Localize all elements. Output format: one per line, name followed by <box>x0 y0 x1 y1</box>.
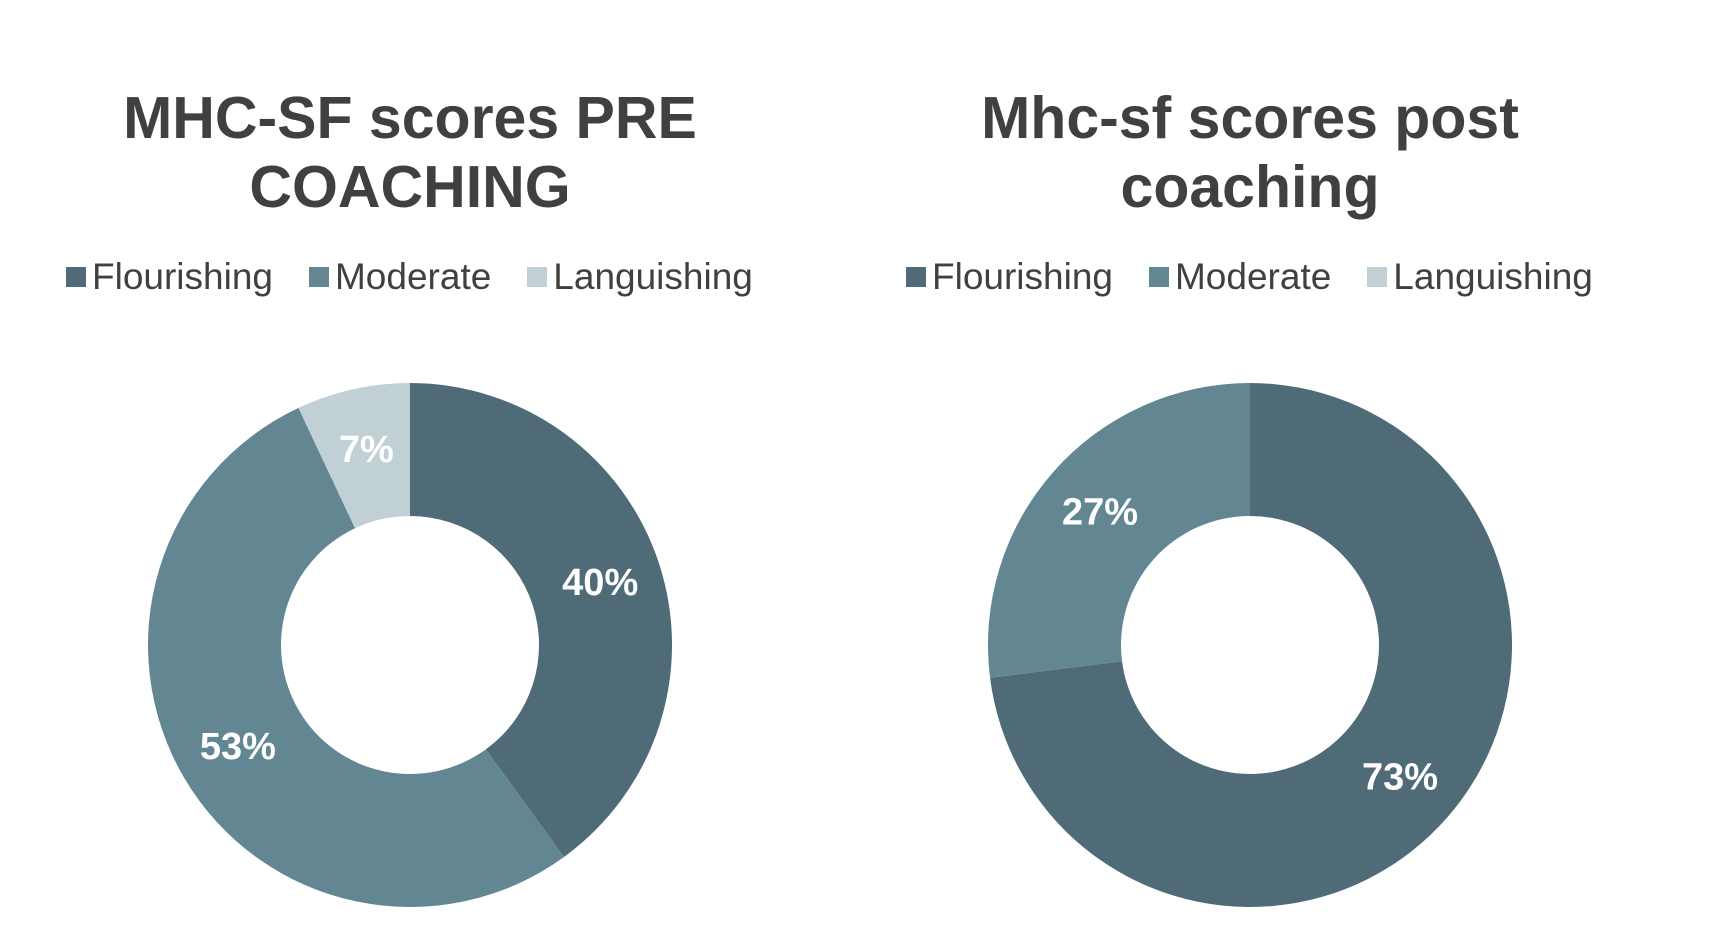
slice-languishing <box>298 383 410 529</box>
legend-item-moderate: Moderate <box>308 256 492 298</box>
legend-swatch-languishing <box>1367 267 1388 287</box>
legend-swatch-moderate <box>1148 267 1169 287</box>
slice-moderate <box>148 407 564 907</box>
chart-title-line: Mhc-sf scores post <box>981 85 1519 151</box>
legend-label: Moderate <box>1174 256 1332 297</box>
chart-panel-pre: MHC-SF scores PRE COACHING Flourishing M… <box>0 84 820 907</box>
chart-title: Mhc-sf scores post coaching <box>840 84 1660 222</box>
slice-label-flourishing: 40% <box>562 562 638 604</box>
chart-title-line: COACHING <box>249 154 571 220</box>
legend-swatch-flourishing <box>66 267 86 287</box>
legend: Flourishing Moderate Languishing <box>906 256 1629 298</box>
legend-label: Languishing <box>1393 256 1593 297</box>
slice-flourishing <box>990 383 1512 907</box>
slice-label-moderate: 53% <box>200 726 276 768</box>
legend-item-flourishing: Flourishing <box>906 256 1113 298</box>
donut-chart-post: 73% 27% <box>988 383 1512 907</box>
slice-flourishing <box>410 383 672 857</box>
legend-swatch-languishing <box>527 267 548 287</box>
legend-swatch-flourishing <box>906 267 926 287</box>
slice-moderate <box>988 383 1250 678</box>
chart-title-line: coaching <box>1120 154 1380 220</box>
chart-panel-post: Mhc-sf scores post coaching Flourishing … <box>840 0 1696 941</box>
legend-label: Languishing <box>553 256 753 297</box>
legend-item-moderate: Moderate <box>1148 256 1332 298</box>
donut-chart-pre: 40% 53% 7% <box>148 383 672 907</box>
slice-label-flourishing: 73% <box>1362 756 1438 798</box>
legend-item-languishing: Languishing <box>1367 256 1593 298</box>
slice-label-languishing: 7% <box>339 429 394 471</box>
legend-item-flourishing: Flourishing <box>66 256 273 298</box>
slice-label-moderate: 27% <box>1062 492 1138 534</box>
legend-label: Moderate <box>334 256 492 297</box>
legend-label: Flourishing <box>932 256 1113 297</box>
legend-label: Flourishing <box>92 256 273 297</box>
chart-title: MHC-SF scores PRE COACHING <box>0 84 820 222</box>
legend: Flourishing Moderate Languishing <box>66 256 789 298</box>
legend-item-languishing: Languishing <box>527 256 753 298</box>
chart-title-line: MHC-SF scores PRE <box>123 85 697 151</box>
legend-swatch-moderate <box>308 267 329 287</box>
